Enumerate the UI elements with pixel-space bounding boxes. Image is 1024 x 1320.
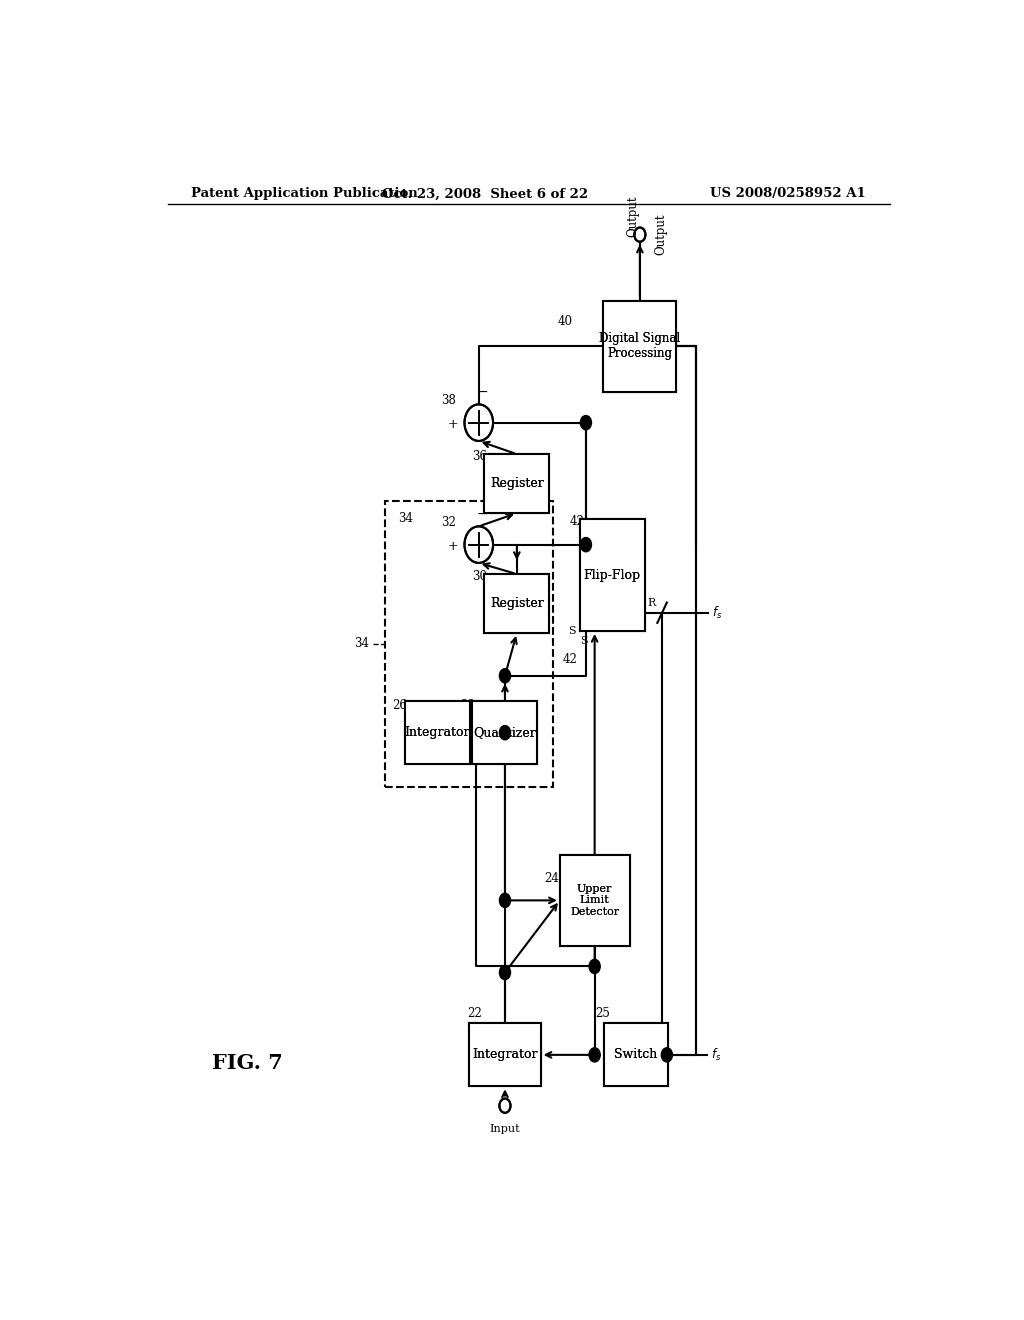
Bar — [385, 500, 553, 787]
Text: Register: Register — [490, 477, 544, 490]
Bar — [603, 301, 677, 392]
Circle shape — [500, 894, 511, 907]
Text: 38: 38 — [441, 395, 456, 408]
Circle shape — [500, 669, 511, 682]
Text: −: − — [476, 385, 487, 399]
Text: −: − — [476, 507, 487, 521]
Bar — [580, 519, 645, 631]
Text: $f_s$: $f_s$ — [411, 741, 421, 756]
Bar — [604, 1023, 668, 1086]
Text: 25: 25 — [596, 1007, 610, 1020]
Bar — [404, 701, 470, 764]
Text: Integrator: Integrator — [472, 1048, 538, 1061]
Text: 30: 30 — [472, 570, 486, 583]
Text: Register: Register — [490, 597, 544, 610]
Text: S: S — [568, 626, 575, 636]
Bar — [484, 574, 550, 634]
Circle shape — [500, 726, 511, 739]
Bar — [404, 701, 470, 764]
Text: Switch: Switch — [614, 1048, 657, 1061]
Text: 36: 36 — [472, 450, 486, 463]
Text: 34: 34 — [397, 512, 413, 525]
Circle shape — [500, 965, 511, 979]
Text: Upper
Limit
Detector: Upper Limit Detector — [570, 884, 620, 917]
Text: R: R — [647, 598, 655, 607]
Text: 26: 26 — [392, 700, 408, 713]
Bar — [469, 1023, 541, 1086]
Text: FIG. 7: FIG. 7 — [212, 1053, 283, 1073]
Text: Oct. 23, 2008  Sheet 6 of 22: Oct. 23, 2008 Sheet 6 of 22 — [382, 187, 588, 201]
Text: $f_s$: $f_s$ — [712, 1047, 722, 1063]
Bar — [472, 701, 538, 764]
Text: 28: 28 — [460, 700, 475, 713]
Circle shape — [581, 416, 592, 430]
Bar — [604, 1023, 668, 1086]
Text: 24: 24 — [544, 873, 559, 886]
Text: Quantizer: Quantizer — [473, 726, 537, 739]
Text: Switch: Switch — [614, 1048, 657, 1061]
Text: Register: Register — [490, 597, 544, 610]
Text: Quantizer: Quantizer — [473, 726, 537, 739]
Text: +: + — [447, 418, 458, 432]
Text: $f_s$: $f_s$ — [712, 605, 722, 620]
Bar — [603, 301, 677, 392]
Text: 42: 42 — [569, 515, 584, 528]
Text: Output: Output — [627, 195, 640, 238]
Bar — [472, 701, 538, 764]
Text: Output: Output — [654, 214, 668, 255]
Text: Integrator: Integrator — [472, 1048, 538, 1061]
Text: Flip-Flop: Flip-Flop — [584, 569, 641, 582]
Circle shape — [581, 537, 592, 552]
Text: 34: 34 — [354, 638, 370, 651]
Circle shape — [589, 960, 600, 974]
Text: +: + — [447, 540, 458, 553]
Bar — [560, 854, 630, 946]
Text: S: S — [581, 636, 588, 645]
Text: US 2008/0258952 A1: US 2008/0258952 A1 — [711, 187, 866, 201]
Text: Register: Register — [490, 477, 544, 490]
Text: 22: 22 — [467, 1007, 482, 1020]
Text: Integrator: Integrator — [404, 726, 470, 739]
Text: Digital Signal
Processing: Digital Signal Processing — [599, 333, 680, 360]
Text: 40: 40 — [557, 315, 572, 329]
Text: 32: 32 — [441, 516, 456, 529]
Text: Patent Application Publication: Patent Application Publication — [191, 187, 418, 201]
Text: Integrator: Integrator — [404, 726, 470, 739]
Circle shape — [662, 1048, 673, 1063]
Bar — [484, 454, 550, 513]
Text: Upper
Limit
Detector: Upper Limit Detector — [570, 884, 620, 917]
Bar — [484, 574, 550, 634]
Text: Flip-Flop: Flip-Flop — [584, 569, 641, 582]
Bar — [580, 519, 645, 631]
Text: Digital Signal
Processing: Digital Signal Processing — [599, 333, 680, 360]
Text: Reset: Reset — [510, 1038, 539, 1047]
Bar — [469, 1023, 541, 1086]
Bar — [484, 454, 550, 513]
Bar — [560, 854, 630, 946]
Text: Input: Input — [489, 1125, 520, 1134]
Text: 42: 42 — [563, 652, 578, 665]
Circle shape — [589, 1048, 600, 1063]
